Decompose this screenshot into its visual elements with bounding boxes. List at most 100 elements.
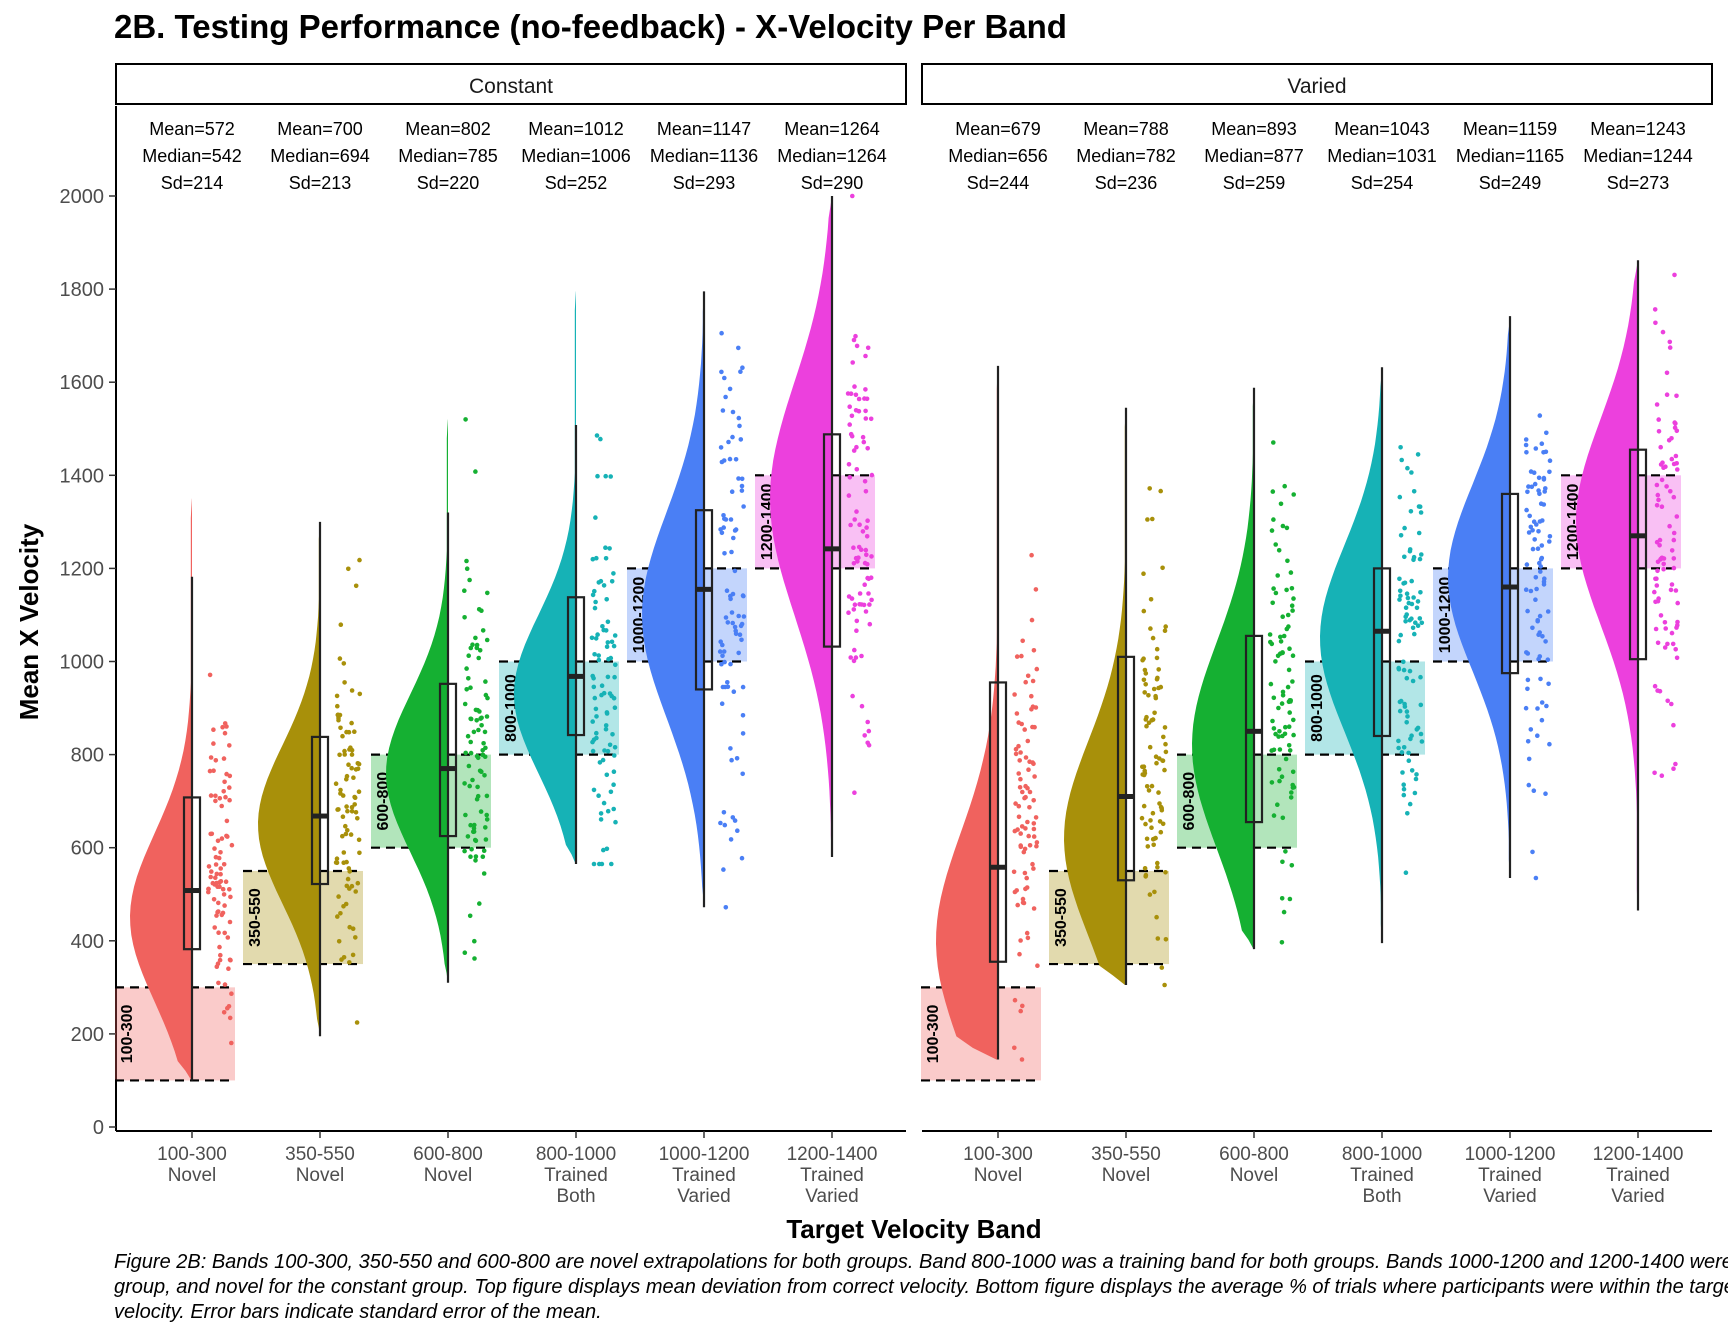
data-point xyxy=(479,723,484,728)
data-point xyxy=(217,796,223,801)
data-point xyxy=(718,445,724,450)
data-point xyxy=(1535,546,1541,551)
x-tick-label: Novel xyxy=(424,1165,473,1186)
data-point xyxy=(1157,801,1162,806)
data-point xyxy=(463,750,469,756)
data-point xyxy=(467,783,473,789)
data-point xyxy=(863,489,869,494)
data-point xyxy=(1526,756,1532,762)
data-point xyxy=(1396,745,1401,751)
box-iqr xyxy=(438,682,458,838)
data-point xyxy=(1654,583,1660,588)
data-point xyxy=(356,837,362,843)
data-point xyxy=(1162,767,1167,773)
data-point xyxy=(1417,504,1423,510)
data-point xyxy=(224,771,229,777)
data-point xyxy=(221,756,227,761)
data-point xyxy=(868,416,874,422)
data-point xyxy=(1032,774,1037,779)
data-point xyxy=(335,914,340,919)
data-point xyxy=(1143,682,1148,687)
caption-line: group, and novel for the constant group.… xyxy=(114,1276,1728,1298)
data-point xyxy=(1020,896,1026,902)
data-point xyxy=(1403,870,1409,875)
data-point xyxy=(1283,756,1289,762)
data-point xyxy=(1015,902,1020,908)
data-point xyxy=(1141,677,1147,683)
x-tick-label: Trained xyxy=(672,1165,736,1186)
data-point xyxy=(1542,489,1547,494)
data-point xyxy=(224,833,229,839)
data-point xyxy=(717,649,723,654)
band-group: 350-550Mean=700Median=694Sd=213350-550No… xyxy=(243,119,370,1186)
data-point xyxy=(1664,370,1670,376)
data-point xyxy=(221,892,227,897)
data-point xyxy=(343,831,349,837)
data-point xyxy=(1540,518,1545,523)
data-point xyxy=(1286,667,1292,673)
data-point xyxy=(720,684,726,690)
data-point xyxy=(1163,741,1168,747)
data-point xyxy=(1660,329,1666,335)
data-point xyxy=(866,591,871,596)
data-point xyxy=(1290,679,1295,684)
data-point xyxy=(338,725,343,731)
data-point xyxy=(857,591,863,596)
data-point xyxy=(739,855,745,861)
data-point xyxy=(609,861,614,867)
data-point xyxy=(1011,869,1017,875)
data-point xyxy=(1031,826,1037,832)
data-point xyxy=(1414,727,1420,732)
data-point xyxy=(1290,782,1295,788)
summary-sd-label: Sd=252 xyxy=(545,173,608,193)
data-point xyxy=(1533,446,1539,451)
data-point xyxy=(730,434,735,440)
data-point xyxy=(1401,782,1406,787)
data-point xyxy=(1411,489,1417,494)
data-point xyxy=(213,862,219,867)
data-point xyxy=(1525,489,1530,495)
data-point xyxy=(1142,866,1148,871)
data-point xyxy=(1523,442,1529,448)
data-point xyxy=(462,781,467,786)
data-point xyxy=(1289,863,1295,868)
data-point xyxy=(1536,632,1541,637)
data-point xyxy=(1023,679,1028,685)
data-point xyxy=(1407,617,1413,623)
facet-strip-label: Varied xyxy=(1287,75,1346,98)
violin-half xyxy=(258,521,320,1037)
box-iqr xyxy=(310,735,330,886)
data-point xyxy=(1654,503,1660,508)
data-point xyxy=(605,640,611,645)
data-point xyxy=(1539,717,1545,723)
data-point xyxy=(1027,805,1032,810)
summary-median-label: Median=785 xyxy=(398,146,498,166)
data-point xyxy=(474,718,480,723)
data-point xyxy=(728,517,734,522)
data-point xyxy=(1656,429,1662,434)
data-point xyxy=(1148,818,1153,823)
data-point xyxy=(590,673,595,679)
data-point xyxy=(1012,997,1018,1003)
data-point xyxy=(483,837,489,842)
data-point xyxy=(1541,502,1547,507)
data-point xyxy=(468,822,473,828)
data-point xyxy=(1414,772,1419,777)
data-point xyxy=(476,727,481,733)
data-point xyxy=(1291,717,1296,723)
data-point xyxy=(464,566,470,571)
data-point xyxy=(1418,590,1423,595)
data-point xyxy=(1283,849,1288,854)
data-point xyxy=(482,773,487,778)
data-point xyxy=(209,869,214,874)
data-point xyxy=(207,672,213,678)
data-point xyxy=(1671,494,1677,500)
data-point xyxy=(612,674,617,680)
data-point xyxy=(477,709,482,714)
data-point xyxy=(1655,568,1660,574)
data-point xyxy=(1528,727,1534,732)
summary-median-label: Median=1136 xyxy=(650,146,758,166)
data-point xyxy=(1535,733,1540,738)
data-point xyxy=(1154,760,1159,766)
data-point xyxy=(848,655,853,660)
